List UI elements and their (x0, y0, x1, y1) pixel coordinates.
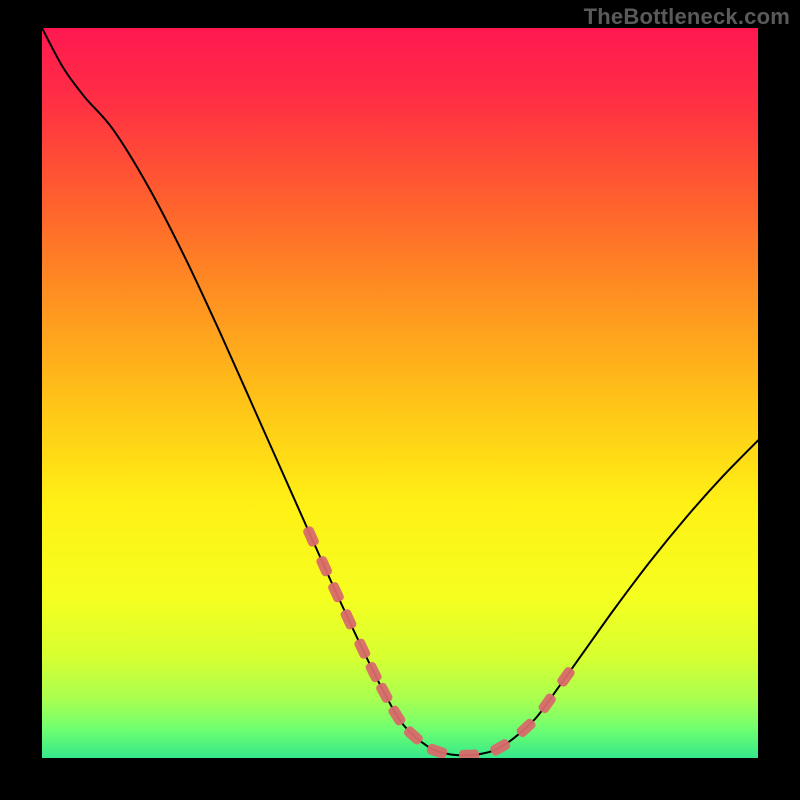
curve-marker (364, 661, 383, 684)
curve-marker (489, 738, 512, 757)
chart-root: TheBottleneck.com (0, 0, 800, 800)
curve-marker (315, 555, 333, 578)
curve-marker (302, 525, 320, 548)
curve-marker (556, 666, 577, 689)
curve-marker (375, 681, 394, 704)
plot-area (42, 28, 758, 758)
bottleneck-curve (42, 28, 758, 758)
curve-marker (387, 704, 407, 727)
curve-marker (353, 637, 372, 660)
curve-path (42, 28, 758, 755)
curve-marker (426, 743, 448, 758)
curve-marker (339, 608, 357, 631)
curve-marker (459, 749, 479, 758)
curve-marker (327, 581, 345, 604)
curve-marker (537, 692, 558, 715)
watermark-text: TheBottleneck.com (584, 4, 790, 30)
